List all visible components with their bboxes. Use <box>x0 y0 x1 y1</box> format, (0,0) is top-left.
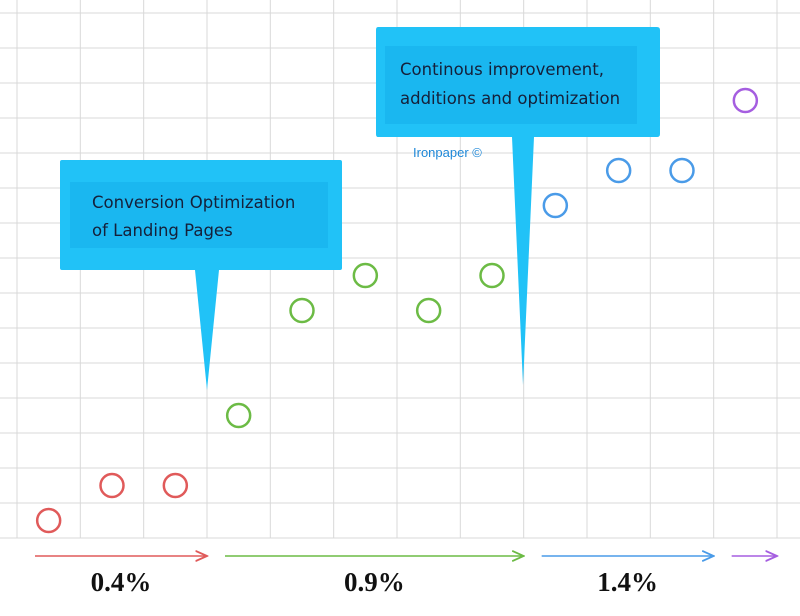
point <box>669 157 695 184</box>
callout-line: Conversion Optimization <box>92 193 295 212</box>
point <box>732 87 759 114</box>
point <box>289 297 315 324</box>
watermark: Ironpaper © <box>413 145 482 160</box>
range-label: 1.4% <box>597 567 658 597</box>
range-label: 0.9% <box>344 567 405 597</box>
point <box>479 262 505 289</box>
callouts: Conversion Optimization of Landing Pages… <box>60 27 660 390</box>
point <box>605 157 632 184</box>
point <box>225 402 252 429</box>
range-label: 0.4% <box>91 567 152 597</box>
point <box>35 507 62 534</box>
point <box>415 297 442 324</box>
callout-line: additions and optimization <box>400 89 620 108</box>
point <box>162 472 189 499</box>
marks: 0.4% 0.9% 1.4% <box>35 87 777 597</box>
callout: Continous improvement, additions and opt… <box>376 27 660 385</box>
callout-inner <box>70 182 328 248</box>
callout: Conversion Optimization of Landing Pages <box>60 160 342 390</box>
callout-line: of Landing Pages <box>92 221 233 240</box>
point <box>99 472 125 499</box>
callout-line: Continous improvement, <box>400 60 604 79</box>
point <box>352 262 379 289</box>
callout-inner <box>385 46 637 124</box>
point <box>542 192 569 219</box>
